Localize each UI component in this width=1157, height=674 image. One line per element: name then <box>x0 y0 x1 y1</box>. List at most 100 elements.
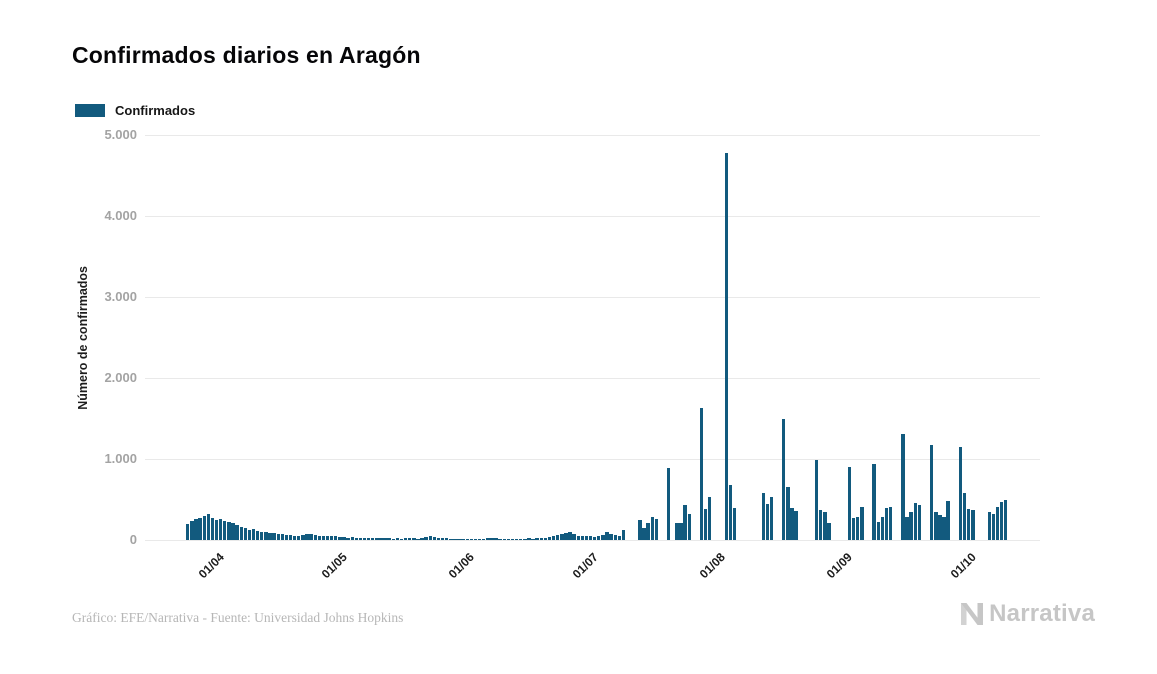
page-title: Confirmados diarios en Aragón <box>72 42 421 68</box>
bar <box>412 538 416 540</box>
bar <box>728 484 732 540</box>
y-axis-tick-labels: 0 1.000 2.000 3.000 4.000 5.000 <box>58 127 137 547</box>
bar <box>568 531 572 540</box>
gridline <box>145 216 1040 217</box>
bar <box>814 459 819 540</box>
legend-item-label: Confirmados <box>115 103 196 118</box>
bar <box>638 519 642 540</box>
bar <box>206 514 211 540</box>
bar <box>794 510 798 540</box>
bar <box>329 535 334 540</box>
bar <box>946 501 950 540</box>
bar <box>531 538 535 540</box>
bar <box>527 538 531 540</box>
bar <box>313 534 317 540</box>
gridline <box>145 135 1040 136</box>
bar <box>666 467 671 540</box>
bar <box>732 508 737 540</box>
x-tick-label: 01/07 <box>569 550 601 582</box>
bar <box>198 517 202 540</box>
bar <box>461 539 465 540</box>
bar <box>510 539 515 540</box>
bar <box>276 533 280 540</box>
bar <box>408 537 412 540</box>
bar <box>856 516 860 540</box>
bar <box>436 537 441 540</box>
bar <box>457 538 461 540</box>
bar <box>876 521 880 540</box>
bar <box>971 510 975 540</box>
bar <box>539 537 543 540</box>
bar <box>786 487 790 540</box>
bar <box>1003 499 1008 540</box>
bar <box>761 493 765 540</box>
bar <box>317 535 321 540</box>
bar <box>613 535 617 540</box>
bar <box>194 518 198 540</box>
bar <box>346 537 350 540</box>
bar <box>519 539 523 540</box>
gridline <box>145 378 1040 379</box>
bar <box>251 529 256 540</box>
bar <box>917 504 922 540</box>
bar <box>342 537 346 540</box>
bar <box>995 507 1000 540</box>
bar <box>223 520 227 540</box>
bar <box>445 538 449 540</box>
bar <box>260 531 264 540</box>
bar <box>280 534 285 540</box>
bar <box>350 537 354 540</box>
narrativa-logo-icon <box>961 603 984 625</box>
bar <box>218 518 223 540</box>
bar <box>942 516 946 540</box>
legend: Confirmados <box>75 103 195 118</box>
bar <box>366 537 371 540</box>
footer-credit: Gráfico: EFE/Narrativa - Fuente: Univers… <box>72 610 404 625</box>
bar <box>239 527 243 540</box>
gridline <box>145 459 1040 460</box>
bar <box>782 418 786 540</box>
bar <box>999 501 1004 540</box>
bar <box>572 533 576 540</box>
bar <box>334 536 338 540</box>
gridline <box>145 297 1040 298</box>
bar <box>514 538 519 540</box>
bar <box>560 533 564 540</box>
bar <box>297 535 301 540</box>
bar <box>506 538 511 540</box>
bar <box>416 538 420 540</box>
y-tick-label: 5.000 <box>104 127 137 142</box>
bar <box>884 508 889 540</box>
bar <box>609 533 613 540</box>
bar <box>597 535 601 540</box>
bar <box>601 535 605 540</box>
bar <box>424 536 428 540</box>
bar <box>605 532 609 540</box>
bar <box>650 517 654 540</box>
bar <box>214 520 219 540</box>
bar <box>469 539 474 540</box>
bar <box>362 537 367 540</box>
bar <box>675 522 679 540</box>
bar <box>905 516 909 540</box>
bar <box>379 537 383 540</box>
bar <box>872 463 876 540</box>
bar <box>580 536 585 540</box>
bar <box>301 535 305 540</box>
bar <box>391 538 395 540</box>
x-tick-label: 01/08 <box>696 550 728 582</box>
bar <box>991 513 996 540</box>
bar <box>453 539 457 540</box>
bar <box>420 537 424 540</box>
x-tick-label: 01/09 <box>824 550 856 582</box>
bar <box>395 538 400 540</box>
bar <box>621 530 626 540</box>
bar <box>210 517 215 540</box>
bar <box>967 509 971 540</box>
bar <box>584 535 589 540</box>
gridline <box>145 540 1040 541</box>
y-tick-label: 0 <box>129 532 137 547</box>
bar <box>543 537 548 540</box>
bar <box>819 510 823 540</box>
